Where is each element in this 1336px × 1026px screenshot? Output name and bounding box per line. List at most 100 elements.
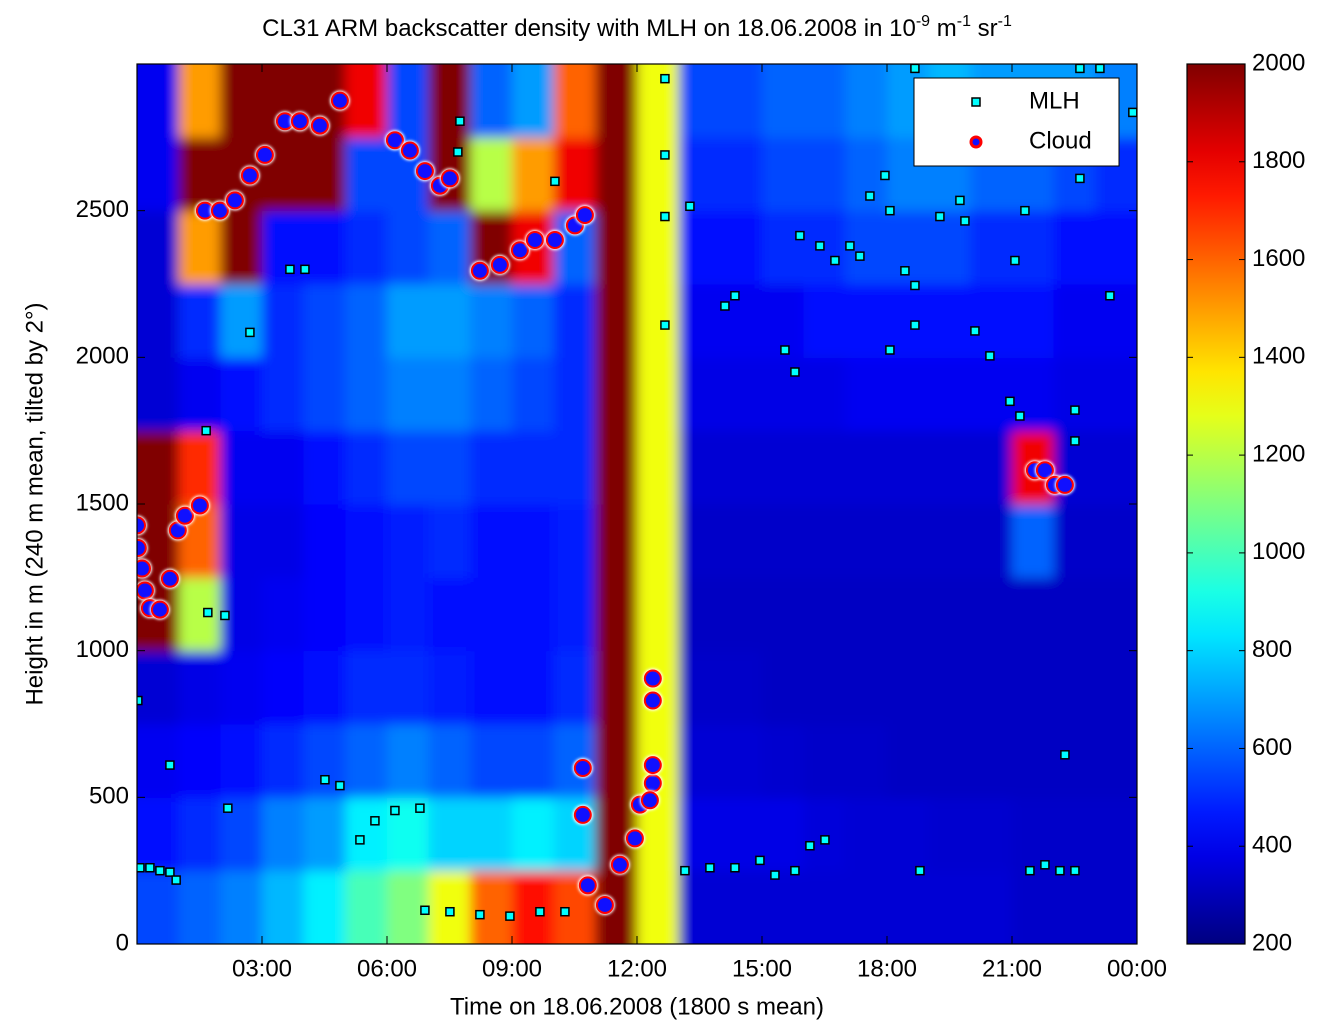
heatmap-cell bbox=[178, 724, 221, 798]
heatmap-cell bbox=[762, 137, 805, 212]
cloud-point bbox=[595, 895, 614, 914]
markers bbox=[137, 64, 1137, 921]
heatmap-cell bbox=[678, 724, 721, 798]
heatmap-cell bbox=[1095, 577, 1137, 652]
heatmap bbox=[137, 64, 1137, 944]
heatmap-cell bbox=[595, 650, 638, 725]
heatmap-cell bbox=[970, 210, 1013, 285]
heatmap-cell bbox=[220, 64, 263, 138]
heatmap-cell bbox=[928, 284, 971, 358]
mlh-point bbox=[1105, 290, 1115, 301]
heatmap-cell bbox=[220, 870, 263, 944]
mlh-point bbox=[720, 301, 730, 311]
mlh-point bbox=[915, 865, 925, 876]
heatmap-cell bbox=[262, 797, 305, 872]
heatmap-cell bbox=[137, 64, 180, 138]
heatmap-cell bbox=[595, 870, 638, 944]
heatmap-cell bbox=[470, 64, 513, 138]
cloud-point bbox=[168, 521, 187, 540]
mlh-point bbox=[935, 211, 945, 222]
heatmap-cell bbox=[220, 210, 263, 285]
mlh-point bbox=[300, 264, 310, 275]
heatmap-cell bbox=[887, 650, 930, 725]
mlh-point bbox=[730, 862, 740, 873]
cloud-point bbox=[1055, 475, 1074, 494]
heatmap-cell bbox=[1095, 797, 1137, 872]
heatmap-cell bbox=[595, 64, 638, 138]
mlh-point bbox=[660, 211, 670, 222]
heatmap-cell bbox=[928, 430, 971, 505]
heatmap-cell bbox=[970, 650, 1013, 725]
mlh-point bbox=[845, 241, 855, 251]
heatmap-cell bbox=[720, 724, 763, 798]
heatmap-cell bbox=[678, 577, 721, 652]
heatmap-cell bbox=[1095, 284, 1137, 358]
cloud-point bbox=[610, 855, 629, 874]
heatmap-cell bbox=[303, 137, 346, 212]
heatmap-cell bbox=[970, 284, 1013, 358]
heatmap-cell bbox=[595, 430, 638, 505]
colorbar-tick-label: 1200 bbox=[1252, 440, 1305, 467]
legend-marker bbox=[969, 135, 983, 149]
heatmap-cell bbox=[345, 650, 388, 725]
heatmap-cell bbox=[178, 137, 221, 212]
heatmap-cell bbox=[928, 577, 971, 652]
heatmap-cell bbox=[887, 504, 930, 578]
heatmap-cell bbox=[387, 724, 430, 798]
heatmap-cell bbox=[512, 577, 555, 652]
heatmap-cell bbox=[887, 357, 930, 432]
mlh-point bbox=[420, 905, 430, 916]
cloud-point bbox=[210, 201, 229, 220]
heatmap-cell bbox=[803, 284, 846, 358]
heatmap-cell bbox=[762, 577, 805, 652]
heatmap-cell bbox=[220, 357, 263, 432]
heatmap-cell bbox=[803, 504, 846, 578]
colorbar-tick-label: 1800 bbox=[1252, 147, 1305, 174]
heatmap-cell bbox=[1095, 357, 1137, 432]
heatmap-cells bbox=[137, 64, 1137, 944]
title-part: sr bbox=[971, 15, 998, 42]
mlh-point bbox=[285, 264, 295, 275]
mlh-point bbox=[1060, 750, 1070, 760]
mlh-point bbox=[505, 911, 515, 921]
cloud-point bbox=[195, 201, 214, 220]
cloud-point bbox=[255, 145, 274, 164]
colorbar-tick-label: 400 bbox=[1252, 832, 1292, 859]
heatmap-cell bbox=[928, 650, 971, 725]
heatmap-cell bbox=[845, 870, 888, 944]
mlh-point bbox=[1015, 411, 1025, 421]
mlh-point bbox=[885, 345, 895, 355]
heatmap-cell bbox=[553, 577, 596, 652]
heatmap-cell bbox=[512, 137, 555, 212]
mlh-point bbox=[137, 862, 145, 873]
heatmap-cell bbox=[595, 577, 638, 652]
heatmap-cell bbox=[1012, 724, 1055, 798]
mlh-point bbox=[1010, 255, 1020, 266]
mlh-point bbox=[660, 320, 670, 330]
heatmap-cell bbox=[1053, 357, 1096, 432]
heatmap-cell bbox=[553, 137, 596, 212]
heatmap-cell bbox=[512, 357, 555, 432]
heatmap-cell bbox=[387, 210, 430, 285]
heatmap-cell bbox=[137, 430, 180, 505]
mlh-point bbox=[795, 230, 805, 241]
heatmap-cell bbox=[303, 504, 346, 578]
heatmap-cell bbox=[220, 650, 263, 725]
heatmap-cell bbox=[553, 650, 596, 725]
heatmap-cell bbox=[762, 797, 805, 872]
heatmap-cell bbox=[553, 430, 596, 505]
mlh-point bbox=[970, 326, 980, 336]
mlh-point bbox=[335, 780, 345, 791]
mlh-point bbox=[1075, 173, 1085, 184]
mlh-point bbox=[770, 870, 780, 880]
heatmap-cell bbox=[137, 210, 180, 285]
cloud-point bbox=[385, 131, 404, 150]
heatmap-cell bbox=[887, 724, 930, 798]
heatmap-cell bbox=[637, 284, 680, 358]
heatmap-cell bbox=[470, 137, 513, 212]
heatmap-cell bbox=[428, 357, 471, 432]
heatmap-cell bbox=[678, 64, 721, 138]
cloud-point bbox=[640, 791, 659, 810]
heatmap-cell bbox=[970, 577, 1013, 652]
mlh-point bbox=[910, 320, 920, 330]
